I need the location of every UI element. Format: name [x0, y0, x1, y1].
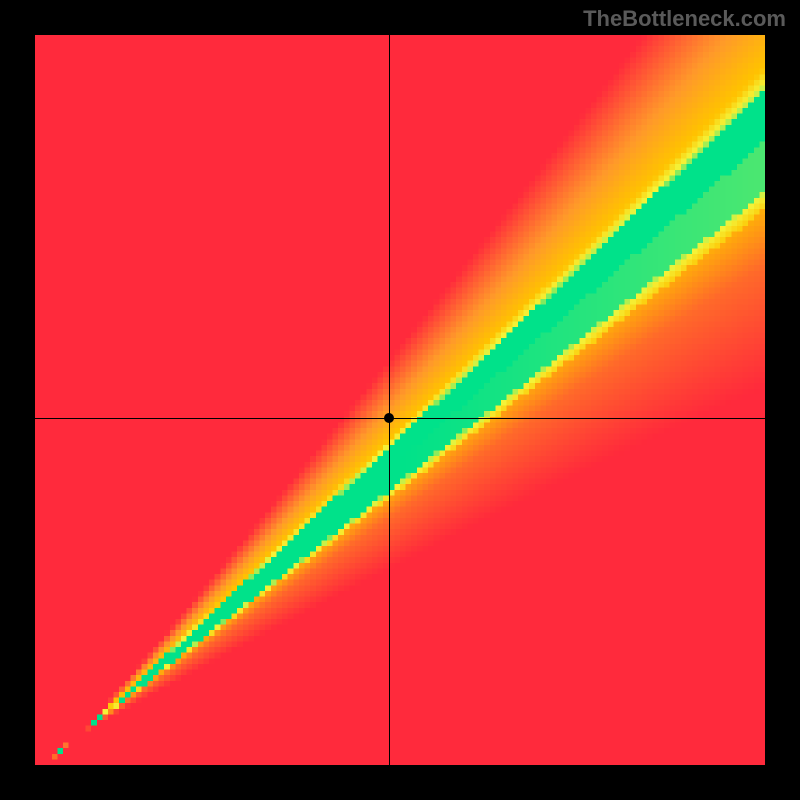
crosshair-horizontal	[35, 418, 765, 419]
crosshair-vertical	[389, 35, 390, 765]
heatmap-canvas	[35, 35, 765, 765]
watermark-text: TheBottleneck.com	[583, 6, 786, 32]
crosshair-point	[384, 413, 394, 423]
heatmap-plot	[35, 35, 765, 765]
